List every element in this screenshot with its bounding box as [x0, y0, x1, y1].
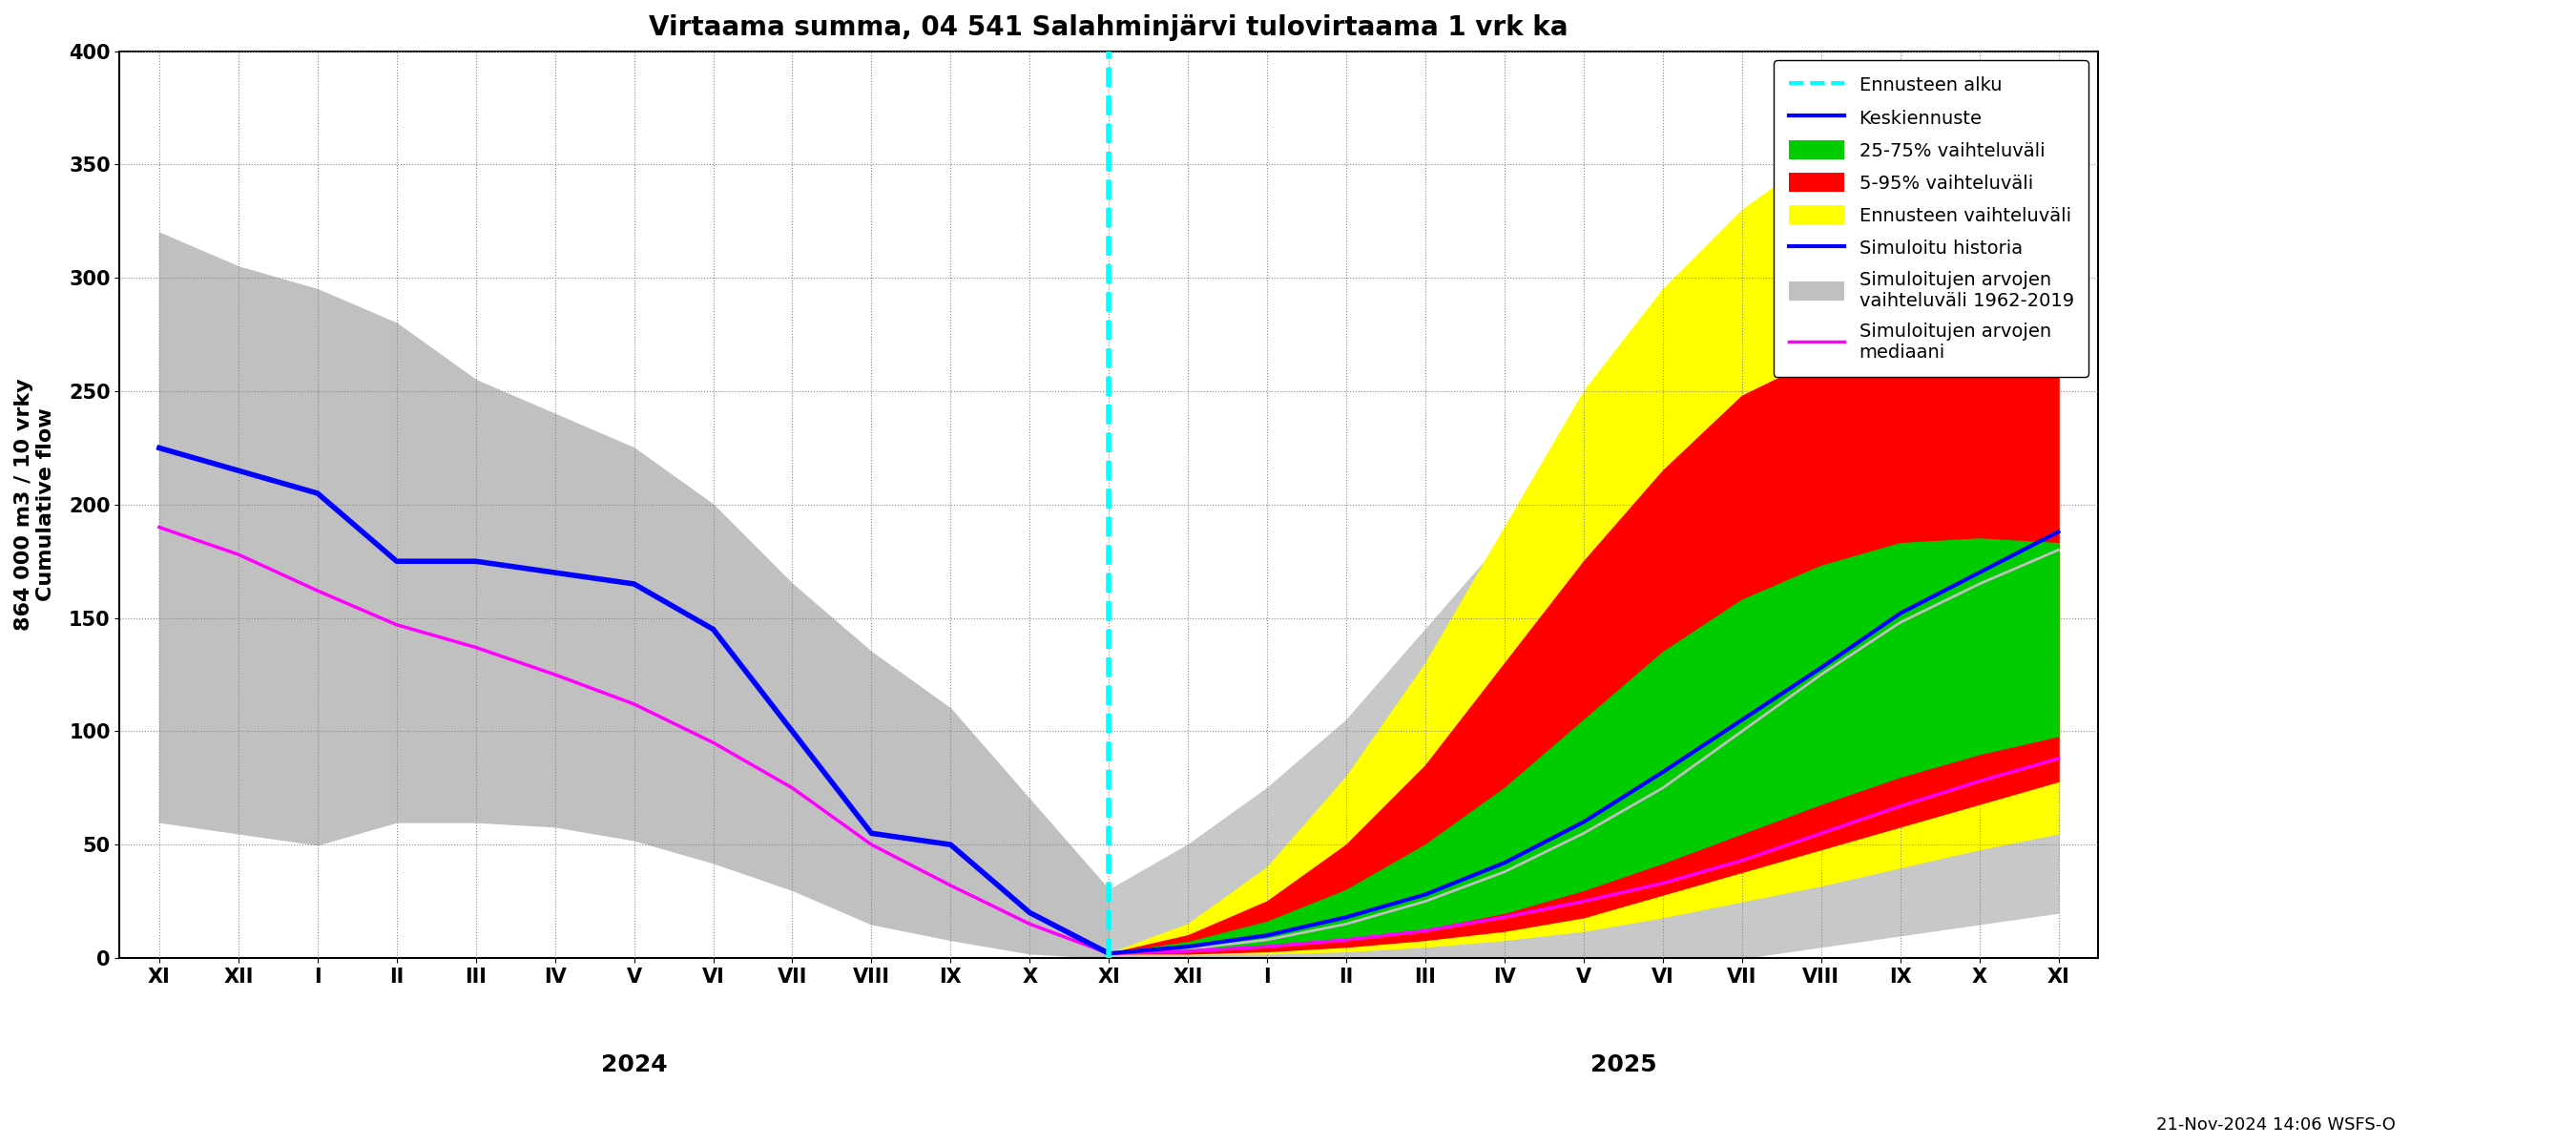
Y-axis label: 864 000 m3 / 10 vrky
Cumulative flow: 864 000 m3 / 10 vrky Cumulative flow [15, 378, 57, 631]
Legend: Ennusteen alku, Keskiennuste, 25-75% vaihteluväli, 5-95% vaihteluväli, Ennusteen: Ennusteen alku, Keskiennuste, 25-75% vai… [1775, 61, 2089, 377]
Text: 21-Nov-2024 14:06 WSFS-O: 21-Nov-2024 14:06 WSFS-O [2156, 1116, 2396, 1134]
Text: 2025: 2025 [1589, 1053, 1656, 1076]
Text: 2024: 2024 [600, 1053, 667, 1076]
Title: Virtaama summa, 04 541 Salahminjärvi tulovirtaama 1 vrk ka: Virtaama summa, 04 541 Salahminjärvi tul… [649, 14, 1569, 41]
